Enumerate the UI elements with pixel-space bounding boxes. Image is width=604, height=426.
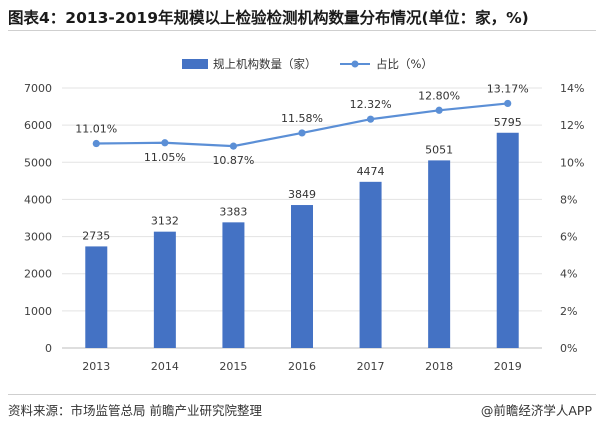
bar-value-label: 5795 — [494, 116, 522, 129]
line-value-label: 12.32% — [350, 98, 392, 111]
left-tick-label: 4000 — [24, 193, 52, 206]
bar-value-label: 3849 — [288, 188, 316, 201]
right-tick-label: 0% — [560, 342, 577, 355]
credit-note: @前瞻经济学人APP — [480, 403, 592, 418]
legend-bar-swatch — [182, 59, 208, 69]
chart-title: 图表4：2013-2019年规模以上检验检测机构数量分布情况(单位：家，%) — [8, 9, 529, 27]
left-tick-label: 3000 — [24, 231, 52, 244]
right-tick-label: 10% — [560, 156, 584, 169]
left-axis-ticks: 0 1000 2000 3000 4000 5000 6000 7000 — [24, 82, 52, 355]
right-axis-ticks: 0% 2% 4% 6% 8% 10% 12% 14% — [560, 82, 584, 355]
source-note: 资料来源：市场监管总局 前瞻产业研究院整理 — [8, 403, 262, 418]
bar — [85, 246, 108, 348]
line-value-label: 11.05% — [144, 151, 186, 164]
bar — [291, 205, 313, 348]
bar — [496, 132, 519, 348]
bar-value-label: 4474 — [357, 165, 385, 178]
x-tick-label: 2013 — [82, 360, 110, 373]
footer-divider — [8, 394, 596, 395]
right-tick-label: 6% — [560, 231, 577, 244]
line-point — [229, 142, 238, 150]
legend-line-label: 占比（%） — [376, 57, 433, 71]
x-tick-label: 2017 — [357, 360, 385, 373]
left-tick-label: 0 — [45, 342, 52, 355]
bar-value-label: 3132 — [151, 215, 179, 228]
bar — [222, 222, 245, 348]
legend-bar-label: 规上机构数量（家） — [213, 57, 317, 71]
line-series — [92, 99, 512, 150]
x-tick-label: 2014 — [151, 360, 179, 373]
legend-line-marker — [351, 60, 359, 68]
bar — [153, 231, 176, 348]
left-tick-label: 1000 — [24, 305, 52, 318]
bar-value-labels: 2735 3132 3383 3849 4474 5051 5795 — [82, 116, 521, 243]
title-divider — [8, 30, 596, 31]
line-value-labels: 11.01% 11.05% 10.87% 11.58% 12.32% 12.80% 13.1… — [75, 82, 528, 167]
x-tick-label: 2019 — [494, 360, 522, 373]
bar-value-label: 5051 — [425, 143, 453, 156]
line-point — [366, 115, 375, 123]
line-point — [298, 129, 306, 137]
left-tick-label: 5000 — [24, 156, 52, 169]
right-tick-label: 4% — [560, 268, 577, 281]
x-tick-label: 2016 — [288, 360, 316, 373]
line-value-label: 12.80% — [418, 89, 460, 102]
x-tick-label: 2015 — [219, 360, 247, 373]
left-tick-label: 6000 — [24, 119, 52, 132]
legend: 规上机构数量（家） 占比（%） — [182, 57, 433, 71]
left-tick-label: 2000 — [24, 268, 52, 281]
bar-value-label: 2735 — [82, 229, 110, 242]
bar — [359, 181, 382, 348]
right-tick-label: 14% — [560, 82, 584, 95]
line-point — [435, 106, 443, 114]
bar-value-label: 3383 — [219, 205, 247, 218]
line-point — [161, 139, 169, 147]
left-tick-label: 7000 — [24, 82, 52, 95]
x-tick-label: 2018 — [425, 360, 453, 373]
right-tick-label: 12% — [560, 119, 584, 132]
line-point — [504, 99, 512, 108]
line-point — [92, 139, 100, 148]
line-value-label: 10.87% — [212, 154, 254, 167]
line-value-label: 13.17% — [487, 82, 529, 95]
right-tick-label: 8% — [560, 193, 577, 206]
x-axis-ticks: 2013 2014 2015 2016 2017 2018 2019 — [82, 360, 521, 373]
line-value-label: 11.58% — [281, 112, 323, 125]
right-tick-label: 2% — [560, 305, 577, 318]
line-value-label: 11.01% — [75, 123, 117, 136]
bar-series — [85, 132, 519, 348]
bar — [428, 160, 451, 348]
